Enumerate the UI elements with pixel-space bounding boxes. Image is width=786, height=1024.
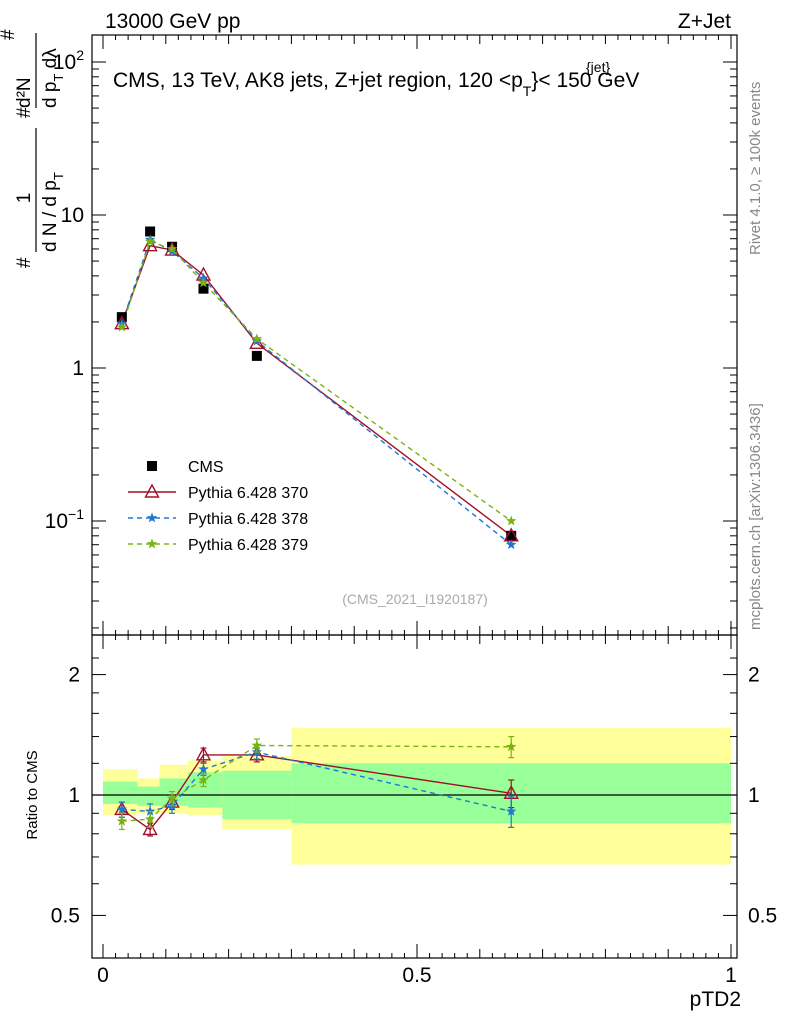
ylabel-frac2-den: d pT dλ [40, 48, 66, 108]
ratio-point-2 [116, 815, 128, 826]
x-tick-label: 0.5 [402, 964, 431, 987]
ratio-point-0 [249, 746, 265, 761]
legend-marker-2 [146, 512, 158, 523]
data-point-0 [506, 530, 517, 541]
ratio-point-2 [144, 813, 156, 824]
legend-label-1: Pythia 6.428 370 [188, 485, 308, 502]
data-point-3 [251, 333, 263, 344]
x-axis-label: pTD2 [690, 988, 741, 1011]
legend-label-2: Pythia 6.428 378 [188, 511, 308, 528]
y-tick-label: 10−1 [45, 506, 85, 533]
data-point-3 [506, 515, 517, 526]
ratio-series [114, 735, 519, 837]
mcplots-label: mcplots.cern.ch [arXiv:1306.3436] [747, 403, 764, 630]
ratio-point-1 [116, 804, 128, 814]
ratio-line-1 [121, 751, 512, 813]
ylabel-frac2-den-prefix: d p [40, 82, 61, 108]
ratio-point-2 [198, 774, 209, 785]
data-point-3 [116, 321, 128, 332]
beam-energy-label: 13000 GeV pp [105, 10, 240, 33]
y-tick-label: 10 [61, 204, 84, 227]
process-label: Z+Jet [678, 10, 731, 33]
data-point-1 [164, 241, 180, 256]
data-point-1 [142, 237, 158, 252]
y-tick-label-exp: −1 [68, 506, 84, 522]
ratio-y-tick-label-left: 1 [68, 784, 80, 807]
main-ylabel: # 1 d N / d pT # d²N d pT dλ # [0, 29, 66, 268]
main-plot-series [114, 226, 519, 550]
ratio-uncertainty-bands [103, 728, 731, 865]
ylabel-hash-1: # [14, 257, 35, 268]
ratio-point-2 [506, 741, 517, 752]
ratio-y-tick-label-left: 0.5 [51, 904, 80, 927]
ratio-plot-frame [91, 634, 738, 959]
series-line-3 [121, 240, 512, 522]
ratio-plot-panel: 2 2 1 1 0.5 0.5 0 0.5 1 [51, 634, 777, 987]
legend-marker-1 [144, 483, 160, 498]
ratio-point-0 [142, 821, 158, 836]
band-inner-1 [137, 786, 160, 806]
ratio-ylabel: Ratio to CMS [24, 750, 41, 839]
x-tick-label: 1 [725, 964, 737, 987]
ylabel-den-sub: T [51, 172, 66, 180]
data-point-2 [506, 539, 517, 550]
ratio-point-1 [198, 763, 209, 774]
y-tick-label: 102 [53, 47, 84, 74]
ylabel-one: 1 [14, 193, 35, 204]
ylabel-den-text: d N / d p [40, 180, 61, 252]
data-point-0 [145, 226, 156, 237]
analysis-id-watermark: (CMS_2021_I1920187) [342, 591, 488, 607]
legend-marker-3 [146, 538, 158, 549]
y-tick-label: 1 [72, 357, 84, 380]
data-point-0 [198, 283, 209, 294]
ratio-point-2 [251, 740, 263, 750]
data-point-0 [251, 350, 262, 361]
ratio-point-0 [195, 746, 212, 761]
legend-label-3: Pythia 6.428 379 [188, 537, 308, 554]
series-line-1 [121, 244, 512, 537]
band-inner-3 [187, 772, 223, 808]
ylabel-frac2-den-sub: T [51, 74, 66, 82]
title-suffix: }< 150 GeV [531, 69, 639, 92]
band-inner-0 [103, 781, 138, 804]
y-tick-label-base: 10 [61, 204, 84, 227]
title-sub: T [523, 83, 532, 99]
plot-title: CMS, 13 TeV, AK8 jets, Z+jet region, 120… [113, 69, 639, 99]
ratio-line-2 [121, 744, 512, 822]
ratio-point-1 [506, 805, 517, 816]
data-point-1 [249, 334, 265, 350]
y-tick-label-base: 10 [53, 51, 76, 74]
ratio-y-tick-label-left: 2 [68, 664, 80, 687]
ylabel-den: d N / d pT [40, 172, 66, 252]
series-line-2 [121, 238, 512, 546]
data-point-3 [166, 243, 178, 254]
title-sup: {jet} [586, 59, 610, 75]
y-tick-label-base: 1 [72, 357, 84, 380]
ylabel-frac2-num: d²N [14, 77, 35, 108]
rivet-version-label: Rivet 4.1.0, ≥ 100k events [747, 82, 764, 255]
ylabel-frac2-den-suffix: dλ [40, 48, 61, 74]
legend: CMS Pythia 6.428 370 Pythia 6.428 378 Pythi… [128, 459, 308, 554]
data-point-3 [144, 236, 156, 247]
ylabel-hash-2: # [14, 107, 35, 118]
data-point-3 [198, 277, 209, 288]
ratio-point-2 [166, 793, 178, 803]
ratio-y-tick-label-right: 2 [748, 664, 760, 687]
legend-label-0: CMS [188, 459, 224, 476]
ylabel-hash-3: # [0, 29, 19, 40]
y-tick-label-exp: 2 [76, 47, 84, 63]
ratio-y-tick-label-right: 0.5 [748, 904, 777, 927]
ratio-y-tick-label-right: 1 [748, 784, 760, 807]
x-tick-label: 0 [97, 964, 109, 987]
legend-marker-0 [147, 461, 157, 471]
title-prefix: CMS, 13 TeV, AK8 jets, Z+jet region, 120… [113, 69, 523, 92]
y-tick-label-base: 10 [45, 510, 68, 533]
ratio-plot-ticks: 2 2 1 1 0.5 0.5 0 0.5 1 [51, 635, 777, 987]
